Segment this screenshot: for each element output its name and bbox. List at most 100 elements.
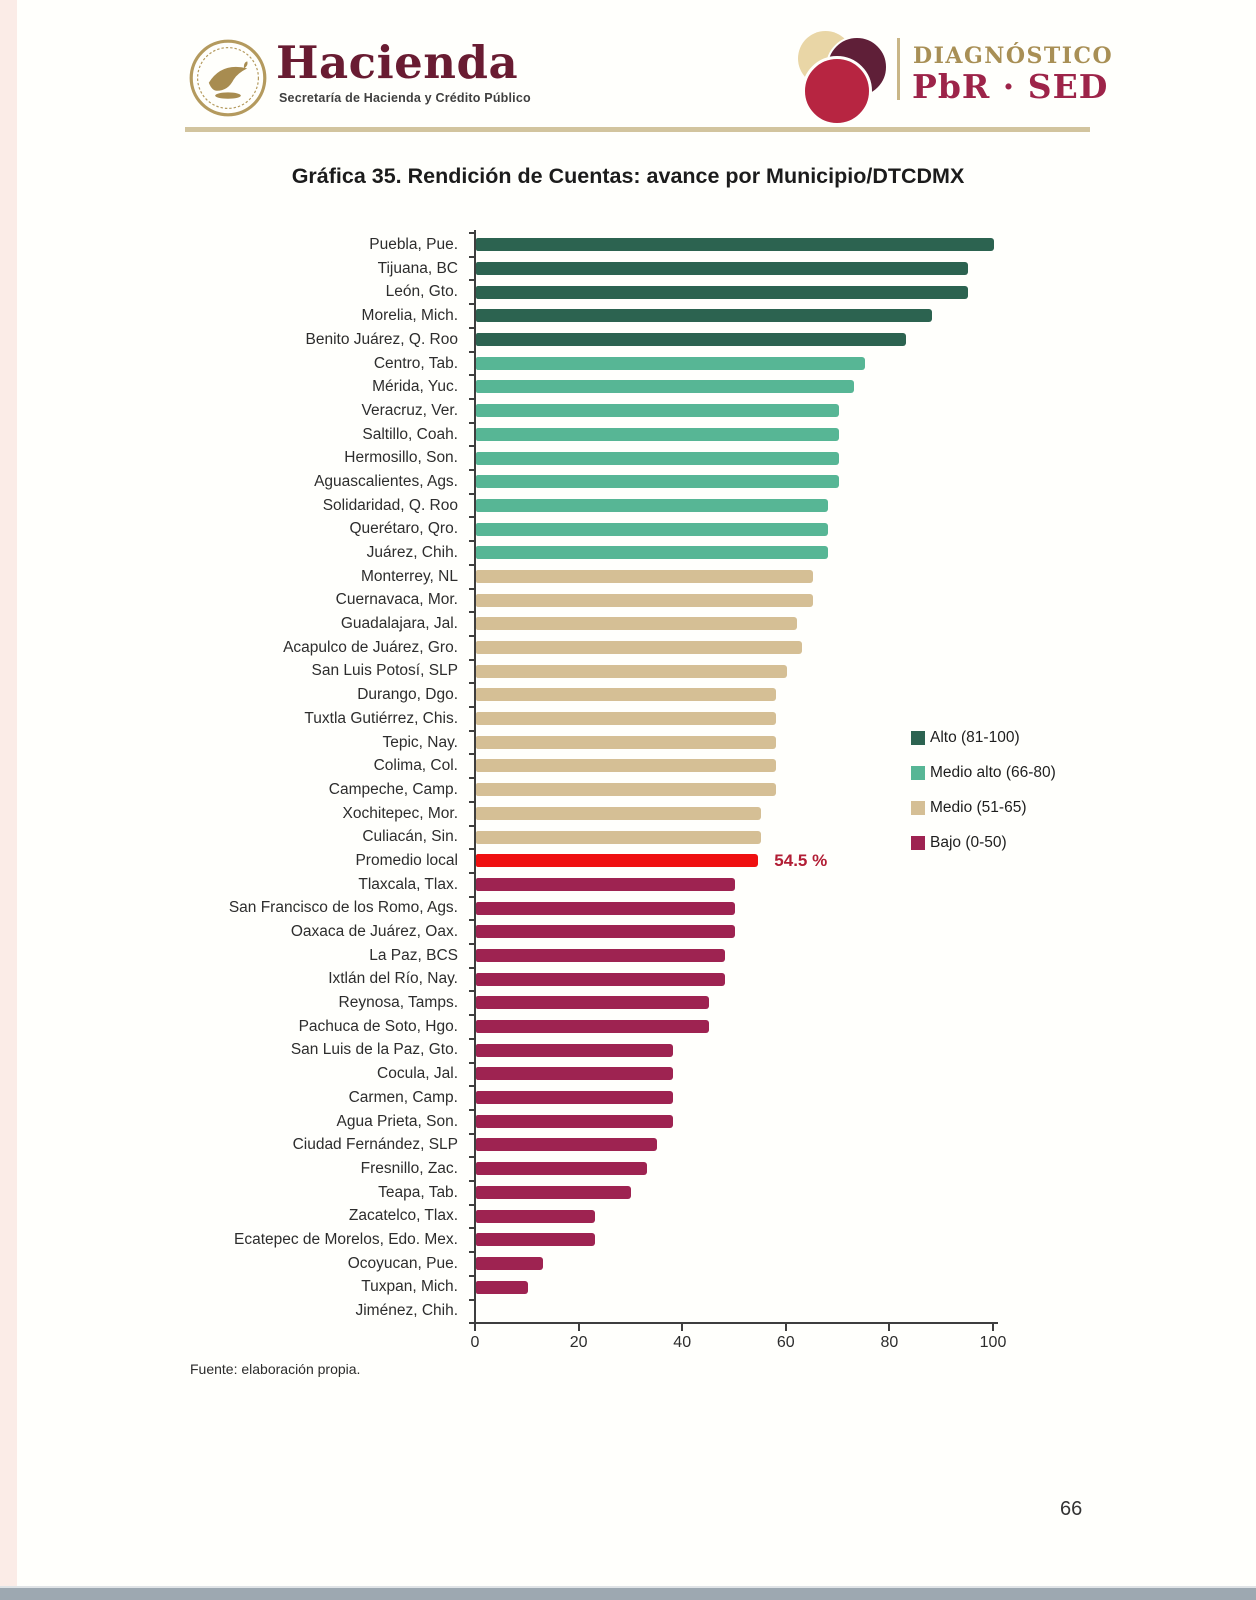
legend-item: Medio alto (66-80): [911, 764, 1056, 782]
bar-label: Ocoyucan, Pue.: [347, 1254, 458, 1272]
bar-row: Solidaridad, Q. Roo: [0, 494, 1256, 518]
pbrsed-circle-red: [802, 56, 872, 126]
bar: [476, 641, 803, 655]
bar-track: [476, 451, 994, 465]
bar-row: Durango, Dgo.: [0, 683, 1256, 707]
bar-label: Reynosa, Tamps.: [338, 994, 458, 1012]
y-tick: [469, 1085, 474, 1088]
bar: [476, 498, 829, 512]
pbrsed-label-pbrsed: PbR · SED: [912, 67, 1109, 106]
bar-row: Puebla, Pue.: [0, 233, 1256, 257]
bar-track: [476, 1067, 994, 1081]
y-tick: [469, 682, 474, 685]
bar-track: [476, 1138, 994, 1152]
legend: Alto (81-100) Medio alto (66-80) Medio (51…: [911, 729, 1056, 869]
y-tick: [469, 919, 474, 922]
bar-track: [476, 925, 994, 939]
x-tick: [474, 1324, 476, 1331]
bar-row: San Luis de la Paz, Gto.: [0, 1038, 1256, 1062]
bar: [476, 451, 839, 465]
average-annotation: 54.5 %: [774, 851, 828, 871]
bar-label: Carmen, Camp.: [348, 1088, 458, 1106]
bar-row: Promedio local 54.5 %: [0, 849, 1256, 873]
bar: [476, 617, 798, 631]
bar: [476, 522, 829, 536]
bar: [476, 356, 865, 370]
bar-label: Solidaridad, Q. Roo: [322, 496, 458, 514]
bar: [476, 427, 839, 441]
bar: [476, 854, 759, 868]
y-tick: [469, 1156, 474, 1159]
bar-row: Benito Juárez, Q. Roo: [0, 328, 1256, 352]
y-tick: [469, 777, 474, 780]
bar-row: Agua Prieta, Son.: [0, 1109, 1256, 1133]
bar-label: Tuxtla Gutiérrez, Chis.: [304, 709, 458, 727]
bar-row: León, Gto.: [0, 280, 1256, 304]
bar: [476, 1020, 710, 1034]
bar-row: San Luis Potosí, SLP: [0, 659, 1256, 683]
chart-title: Gráfica 35. Rendición de Cuentas: avance…: [291, 164, 965, 188]
bar-row: Teapa, Tab.: [0, 1181, 1256, 1205]
bar-track: [476, 356, 994, 370]
hacienda-subtitle: Secretaría de Hacienda y Crédito Público: [279, 91, 531, 105]
legend-item: Medio (51-65): [911, 799, 1056, 817]
y-tick: [469, 658, 474, 661]
bar-label: San Luis Potosí, SLP: [311, 662, 458, 680]
bar-label: Mérida, Yuc.: [372, 378, 458, 396]
x-tick-label: 60: [776, 1334, 795, 1351]
y-tick: [469, 990, 474, 993]
y-tick: [469, 871, 474, 874]
y-tick: [469, 943, 474, 945]
bar-row: Morelia, Mich.: [0, 304, 1256, 328]
bar-label: Culiacán, Sin.: [362, 828, 458, 846]
y-tick: [469, 397, 474, 400]
bar-label: San Francisco de los Romo, Ags.: [228, 899, 458, 917]
legend-swatch: [911, 766, 925, 780]
y-tick: [469, 824, 474, 827]
bar-track: [476, 1162, 994, 1176]
bar-label: Promedio local: [355, 851, 458, 869]
hacienda-eagle-seal-icon: [188, 38, 268, 118]
bar-label: Pachuca de Soto, Hgo.: [298, 1017, 458, 1035]
bar-label: Ixtlán del Río, Nay.: [328, 970, 458, 988]
bar-track: [476, 1304, 994, 1317]
bar-track: [476, 972, 994, 986]
y-tick: [469, 350, 474, 353]
bar: [476, 1256, 544, 1270]
bar-label: Zacatelco, Tlax.: [348, 1207, 458, 1225]
bar-row: Carmen, Camp.: [0, 1086, 1256, 1110]
y-tick: [469, 563, 474, 566]
bar-row: Monterrey, NL: [0, 565, 1256, 589]
bar-row: Saltillo, Coah.: [0, 423, 1256, 447]
y-tick: [469, 1322, 474, 1325]
bar: [476, 735, 777, 749]
logo-divider: [897, 38, 900, 100]
legend-item: Bajo (0-50): [911, 834, 1056, 852]
legend-swatch: [911, 836, 925, 850]
bar-track: [476, 309, 994, 323]
bar-track: 54.5 %: [476, 851, 994, 870]
bar-row: Tuxtla Gutiérrez, Chis.: [0, 707, 1256, 731]
y-tick: [469, 729, 474, 732]
bar: [476, 759, 777, 773]
bar: [476, 475, 839, 489]
bar-track: [476, 1280, 994, 1294]
bar: [476, 1138, 658, 1152]
bar-track: [476, 498, 994, 512]
x-tick: [784, 1324, 787, 1331]
bar-label: Juárez, Chih.: [366, 544, 458, 562]
bar-track: [476, 475, 994, 489]
bar-track: [476, 617, 994, 631]
bar-row: Tlaxcala, Tlax.: [0, 873, 1256, 897]
bar-row: Culiacán, Sin.: [0, 825, 1256, 849]
bar-label: Cocula, Jal.: [377, 1065, 458, 1083]
bar: [476, 1043, 673, 1057]
y-tick: [469, 1251, 474, 1254]
y-tick: [469, 895, 474, 898]
bar-row: Ocoyucan, Pue.: [0, 1252, 1256, 1276]
bar: [476, 712, 777, 726]
y-tick: [469, 1274, 474, 1277]
y-tick: [469, 634, 474, 637]
legend-label: Alto (81-100): [930, 729, 1020, 746]
y-tick: [469, 255, 474, 258]
